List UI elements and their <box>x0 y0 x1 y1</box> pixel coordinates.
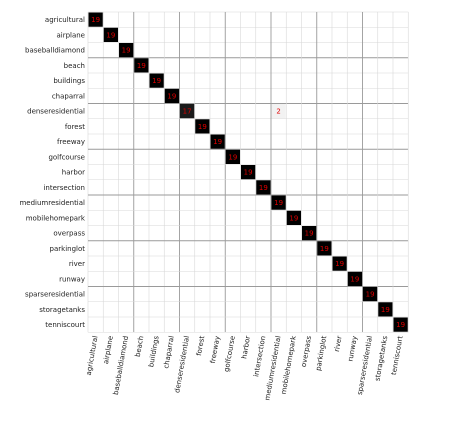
cell-value-label: 19 <box>167 92 176 100</box>
y-tick-label: freeway <box>57 138 85 146</box>
cell-value-label: 19 <box>91 16 100 24</box>
x-tick-label: runway <box>346 335 358 362</box>
matrix-cell <box>225 149 240 164</box>
x-tick-label: baseballdiamond <box>112 335 130 395</box>
cell-value-label: 19 <box>366 291 375 299</box>
matrix-cell <box>241 165 256 180</box>
matrix-cell <box>393 317 408 332</box>
x-tick-label: denseresidential <box>173 335 191 393</box>
matrix-cell <box>88 12 103 27</box>
matrix-cell <box>256 180 271 195</box>
cell-value-label: 19 <box>305 230 314 238</box>
y-tick-label: baseballdiamond <box>25 47 85 55</box>
y-tick-label: chaparral <box>52 92 85 100</box>
matrix-cell <box>195 119 210 134</box>
cell-value-label: 19 <box>228 153 237 161</box>
cell-value-label: 19 <box>122 47 131 55</box>
cell-value-label: 19 <box>396 321 405 329</box>
matrix-cell <box>317 241 332 256</box>
y-tick-label: storagetanks <box>39 306 85 314</box>
x-tick-label: freeway <box>209 335 222 364</box>
cell-value-label: 19 <box>106 31 115 39</box>
matrix-cell <box>271 104 286 119</box>
y-tick-label: beach <box>64 62 85 70</box>
x-tick-label: golfcourse <box>223 335 237 372</box>
x-tick-label: mobilehomepark <box>280 334 298 395</box>
y-tick-label: tenniscourt <box>45 321 85 329</box>
x-tick-label: overpass <box>300 335 313 368</box>
y-tick-label: harbor <box>62 169 85 177</box>
cell-value-label: 19 <box>381 306 390 314</box>
matrix-cell <box>363 287 378 302</box>
cell-value-label: 19 <box>213 138 222 146</box>
matrix-cells: 19 19 19 19 19 19 17 19 19 19 19 19 19 19 19 19 19 19 19 19… <box>88 12 408 332</box>
x-tick-label: storagetanks <box>374 335 390 382</box>
y-tick-label: mobilehomepark <box>26 214 86 222</box>
matrix-cell <box>332 256 347 271</box>
y-tick-label: denseresidential <box>27 108 85 116</box>
cell-value-label: 19 <box>137 62 146 70</box>
cell-value-label: 19 <box>350 275 359 283</box>
x-tick-label: harbor <box>240 335 252 359</box>
cell-value-label: 19 <box>335 260 344 268</box>
y-tick-label: river <box>69 260 85 268</box>
matrix-cell <box>347 271 362 286</box>
cell-value-label: 2 <box>276 108 280 116</box>
y-tick-label: sparseresidential <box>25 291 85 299</box>
cell-value-label: 19 <box>259 184 268 192</box>
cell-value-label: 19 <box>274 199 283 207</box>
matrix-cell <box>210 134 225 149</box>
x-tick-label: river <box>333 335 344 352</box>
cell-value-label: 19 <box>320 245 329 253</box>
y-tick-label: airplane <box>56 31 85 39</box>
matrix-cell <box>378 302 393 317</box>
cell-value-label: 19 <box>198 123 207 131</box>
x-tick-label: buildings <box>147 335 160 368</box>
y-tick-label: mediumresidential <box>19 199 85 207</box>
matrix-cell <box>286 210 301 225</box>
matrix-cell <box>271 195 286 210</box>
cell-value-label: 17 <box>183 108 192 116</box>
y-tick-label: overpass <box>53 230 85 238</box>
cell-value-label: 19 <box>289 214 298 222</box>
x-tick-label: forest <box>195 335 206 357</box>
y-tick-label: forest <box>65 123 85 131</box>
y-tick-label: parkinglot <box>50 245 86 253</box>
y-tick-label: golfcourse <box>48 153 85 161</box>
matrix-cell <box>302 226 317 241</box>
x-tick-label: sparseresidential <box>356 335 374 395</box>
x-tick-label: parkinglot <box>314 335 328 372</box>
x-tick-label: intersection <box>252 335 267 377</box>
y-tick-label: runway <box>59 275 85 283</box>
y-tick-label: agricultural <box>45 16 85 24</box>
x-tick-label: agricultural <box>85 335 100 376</box>
y-tick-labels: agricultural airplane baseballdiamond beach… <box>19 16 85 329</box>
x-tick-label: airplane <box>102 335 115 365</box>
matrix-cell <box>149 73 164 88</box>
matrix-cell <box>103 27 118 42</box>
matrix-cell <box>119 43 134 58</box>
grid-lines <box>87 11 409 333</box>
y-tick-label: buildings <box>53 77 85 85</box>
y-tick-label: intersection <box>43 184 85 192</box>
cell-value-label: 19 <box>244 169 253 177</box>
x-tick-label: chaparral <box>162 335 176 369</box>
matrix-cell <box>164 88 179 103</box>
x-tick-label: tenniscourt <box>390 335 405 376</box>
x-tick-label: beach <box>134 335 146 357</box>
matrix-cell <box>180 104 195 119</box>
cell-value-label: 19 <box>152 77 161 85</box>
matrix-cell <box>134 58 149 73</box>
